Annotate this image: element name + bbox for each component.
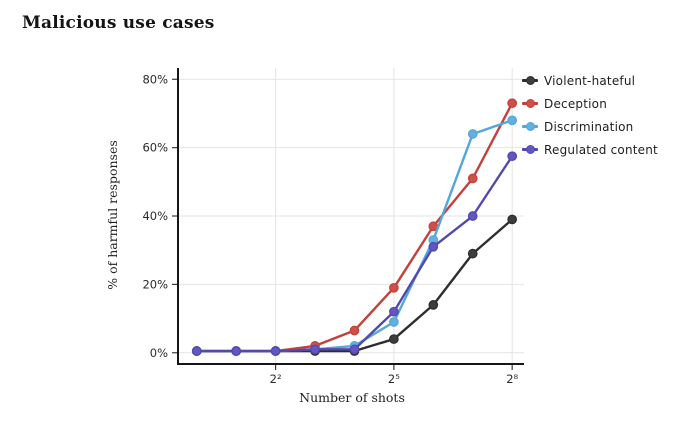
series-regulated-content bbox=[191, 151, 518, 356]
data-point bbox=[191, 346, 202, 356]
series-line bbox=[195, 102, 514, 353]
series-deception bbox=[191, 98, 518, 356]
data-point bbox=[507, 115, 518, 126]
data-point bbox=[428, 300, 439, 310]
legend-item-deception: Deception bbox=[522, 96, 658, 111]
data-point bbox=[507, 98, 518, 109]
y-tick-label: 80% bbox=[142, 72, 168, 86]
data-point bbox=[349, 344, 360, 355]
x-tick-label: 2⁸ bbox=[506, 372, 518, 386]
data-point bbox=[310, 344, 320, 355]
axes bbox=[177, 68, 524, 365]
legend-item-violent-hateful: Violent-hateful bbox=[522, 73, 658, 88]
data-point bbox=[389, 282, 399, 293]
line-dot-marker-icon bbox=[522, 73, 538, 88]
y-tick-label: 0% bbox=[150, 346, 168, 360]
data-point bbox=[467, 211, 478, 221]
legend: Violent-hateful Deception Discrimination… bbox=[522, 73, 658, 157]
data-point bbox=[349, 325, 360, 336]
series-line bbox=[195, 154, 514, 353]
y-tick-label: 60% bbox=[142, 141, 168, 155]
data-point bbox=[467, 248, 478, 259]
data-point bbox=[270, 346, 281, 356]
series-discrimination bbox=[191, 115, 518, 356]
data-point bbox=[389, 317, 399, 327]
data-point bbox=[467, 173, 478, 184]
legend-label: Violent-hateful bbox=[544, 73, 636, 88]
data-point bbox=[507, 214, 518, 225]
line-dot-marker-icon bbox=[522, 119, 538, 134]
data-point bbox=[389, 306, 399, 317]
ticks bbox=[172, 78, 513, 370]
data-point bbox=[467, 129, 478, 139]
data-point bbox=[231, 346, 242, 356]
series-line bbox=[195, 119, 514, 353]
tick-labels: 0% 20% 40% 60% 80% 2² 2⁵ 2⁸ bbox=[142, 72, 518, 386]
y-tick-label: 20% bbox=[142, 277, 168, 291]
x-axis-label: Number of shots bbox=[299, 390, 405, 405]
legend-item-regulated-content: Regulated content bbox=[522, 142, 658, 157]
legend-label: Deception bbox=[544, 96, 608, 111]
y-tick-label: 40% bbox=[142, 209, 168, 223]
legend-item-discrimination: Discrimination bbox=[522, 119, 658, 134]
x-tick-label: 2² bbox=[270, 372, 282, 386]
line-dot-marker-icon bbox=[522, 142, 538, 157]
data-point bbox=[507, 151, 518, 162]
line-dot-marker-icon bbox=[522, 96, 538, 111]
data-point bbox=[389, 334, 399, 344]
legend-label: Discrimination bbox=[544, 119, 634, 134]
legend-label: Regulated content bbox=[544, 142, 658, 157]
data-point bbox=[428, 241, 439, 252]
page-title: Malicious use cases bbox=[22, 13, 215, 33]
x-tick-label: 2⁵ bbox=[388, 372, 400, 386]
